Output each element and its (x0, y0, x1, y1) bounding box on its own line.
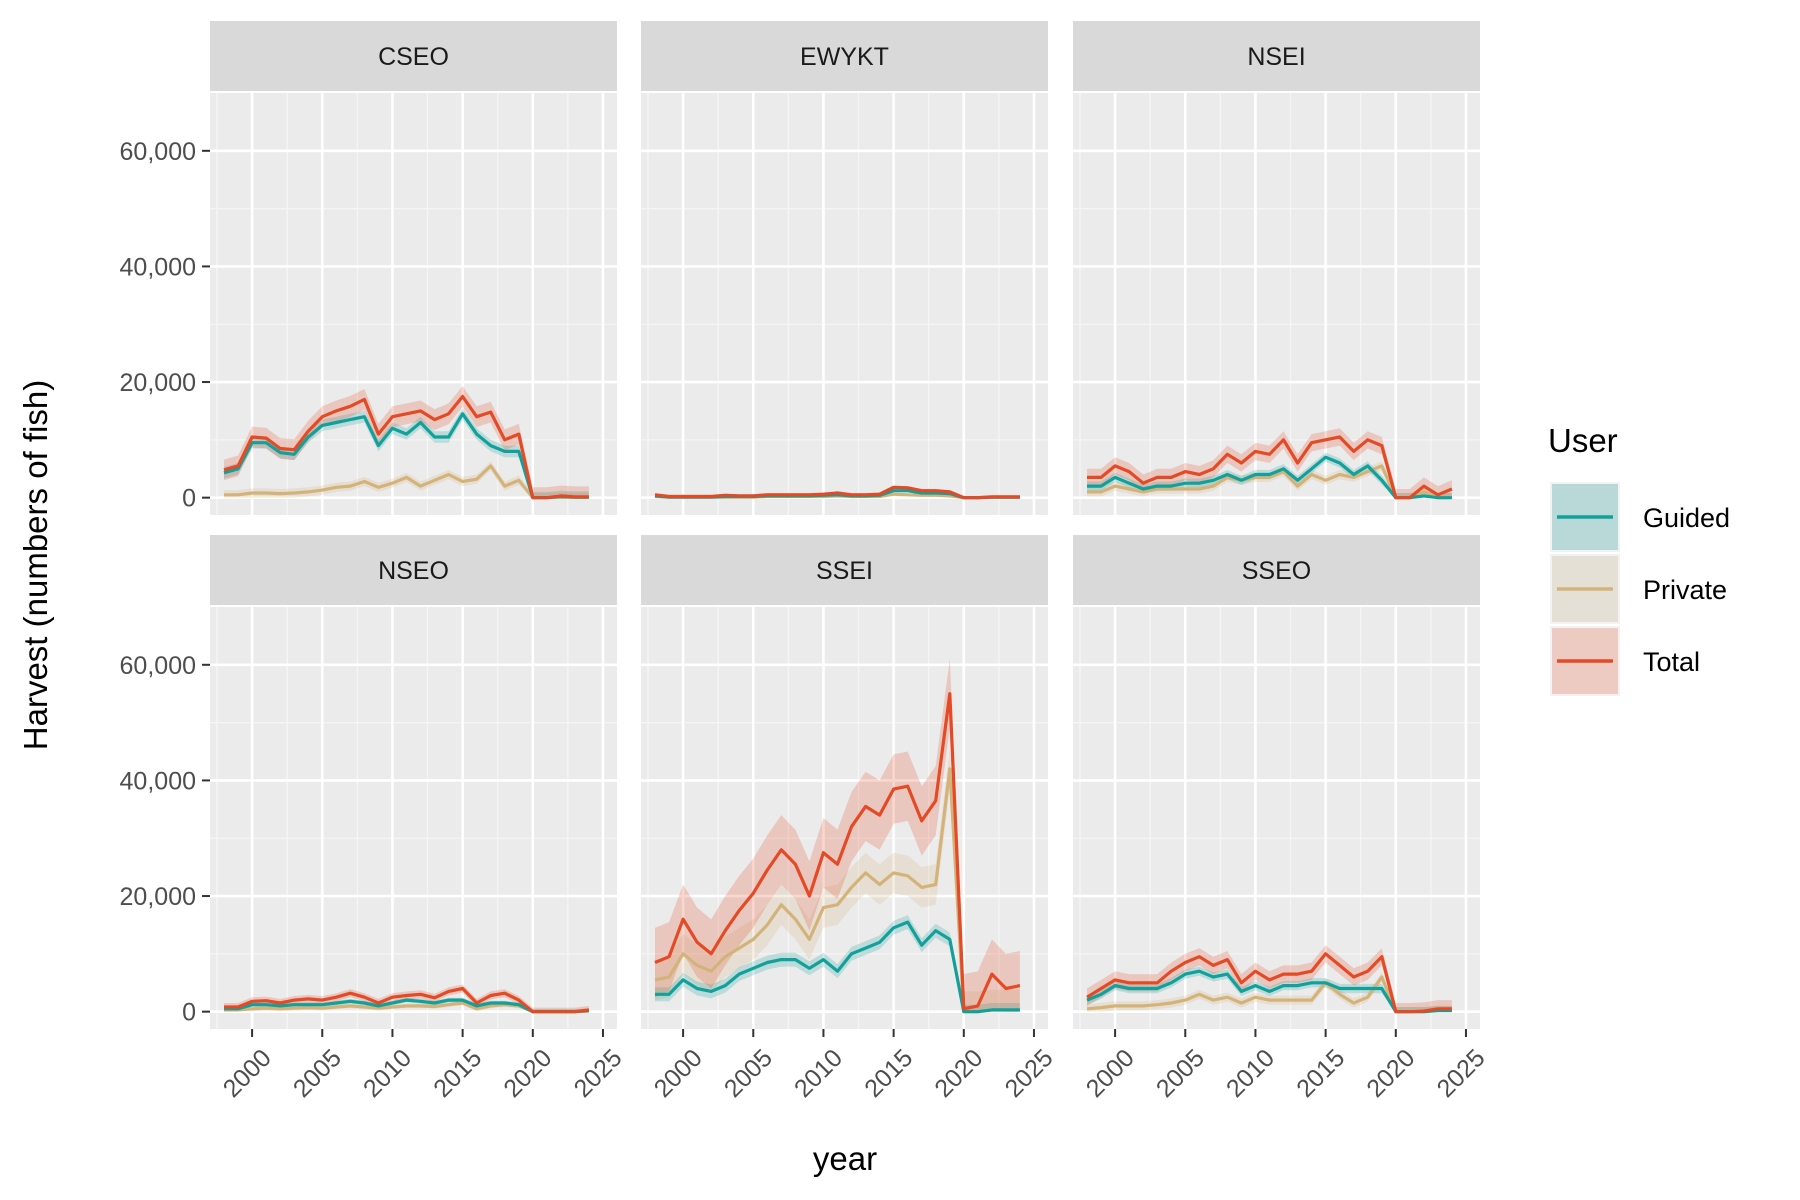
legend-title: User (1548, 422, 1618, 459)
facet-strip-label: SSEO (1242, 557, 1311, 585)
series-line-total (223, 394, 589, 500)
x-tick-label: 2025 (1000, 1044, 1059, 1103)
facet-strip-label: SSEI (816, 557, 873, 585)
y-tick-label: 0 (182, 485, 196, 513)
facet-strip-label: NSEI (1247, 43, 1305, 71)
series-line-guided (1087, 455, 1452, 500)
y-tick-label: 40,000 (120, 767, 196, 795)
x-tick-label: 2025 (1432, 1044, 1491, 1103)
x-tick-label: 2025 (569, 1044, 628, 1103)
facet-strip (641, 21, 1048, 91)
x-tick-label: 2000 (218, 1044, 277, 1103)
legend: User Guided Private Total (1548, 422, 1730, 696)
series-line-guided (1086, 969, 1452, 1014)
panel-background (210, 607, 617, 1029)
legend-label: Private (1643, 575, 1727, 605)
panel-background (210, 93, 617, 515)
y-axis-labels: 0 20,000 40,000 60,000 0 20,000 40,000 60,000 (120, 138, 210, 1027)
panel-background (641, 607, 1048, 1029)
panel-background (641, 93, 1048, 515)
facet-strip (210, 21, 617, 91)
x-tick-label: 2010 (358, 1044, 417, 1103)
ribbon-private (655, 748, 1020, 1012)
x-tick-label: 2005 (719, 1044, 778, 1103)
legend-item-total: Total (1550, 626, 1700, 696)
x-tick-label: 2005 (1151, 1044, 1210, 1103)
series-line-total (1086, 952, 1452, 1014)
x-tick-label: 2015 (428, 1044, 487, 1103)
x-tick-label: 2015 (1291, 1044, 1350, 1103)
facet-strip-label: EWYKT (800, 43, 889, 71)
x-tick-label: 2020 (929, 1044, 988, 1103)
panel-background (1073, 607, 1480, 1029)
series-line-guided (655, 920, 1020, 1014)
x-tick-label: 2010 (789, 1044, 848, 1103)
series-line-total (1087, 435, 1453, 500)
facet-strip (210, 535, 617, 605)
legend-item-guided: Guided (1550, 482, 1730, 552)
series-line-total (224, 986, 590, 1014)
panels-layer: CSEO EWYKT NSEI NSEO SSEI SSEO (210, 21, 1480, 1029)
facet-sseo: SSEO (1073, 535, 1480, 1029)
series-line-private (224, 464, 589, 500)
facet-strip (641, 535, 1048, 605)
series-line-total (654, 485, 1020, 500)
y-tick-label: 60,000 (120, 138, 196, 166)
x-tick-label: 2015 (859, 1044, 918, 1103)
x-tick-label: 2010 (1221, 1044, 1280, 1103)
series-line-private (1087, 464, 1452, 500)
x-tick-label: 2005 (288, 1044, 347, 1103)
series-line-total (654, 692, 1021, 1011)
series-line-private (1086, 975, 1452, 1014)
x-axis-title: year (813, 1140, 877, 1177)
ribbon-total (224, 984, 589, 1012)
facet-nseo: NSEO (210, 535, 617, 1029)
legend-item-private: Private (1550, 554, 1727, 624)
y-tick-label: 60,000 (120, 652, 196, 680)
panel-background (1073, 93, 1480, 515)
ribbon-guided (224, 997, 589, 1012)
x-tick-label: 2020 (498, 1044, 557, 1103)
x-tick-label: 2000 (1081, 1044, 1140, 1103)
ribbon-total (224, 386, 589, 498)
x-tick-label: 2020 (1361, 1044, 1420, 1103)
y-tick-label: 20,000 (120, 883, 196, 911)
facet-strip (1073, 535, 1480, 605)
y-tick-label: 20,000 (120, 369, 196, 397)
ribbon-total (655, 659, 1020, 1012)
x-tick-label: 2000 (649, 1044, 708, 1103)
facet-strip-label: CSEO (378, 43, 449, 71)
facet-strip-label: NSEO (378, 557, 449, 585)
x-axis-labels: 2000 2005 2010 2015 2020 2025 2000 2005 2010 2015… (218, 1029, 1491, 1103)
facet-strip (1073, 21, 1480, 91)
facet-ssei: SSEI (641, 535, 1048, 1029)
y-axis-title: Harvest (numbers of fish) (17, 380, 54, 750)
legend-label: Guided (1643, 503, 1730, 533)
facet-nsei: NSEI (1073, 21, 1480, 515)
facet-ewykt: EWYKT (641, 21, 1048, 515)
facet-cseo: CSEO (210, 21, 617, 515)
legend-items: Guided Private Total (1550, 482, 1730, 696)
y-tick-label: 40,000 (120, 253, 196, 281)
legend-label: Total (1643, 647, 1700, 677)
y-tick-label: 0 (182, 999, 196, 1027)
ribbon-private (224, 461, 589, 498)
